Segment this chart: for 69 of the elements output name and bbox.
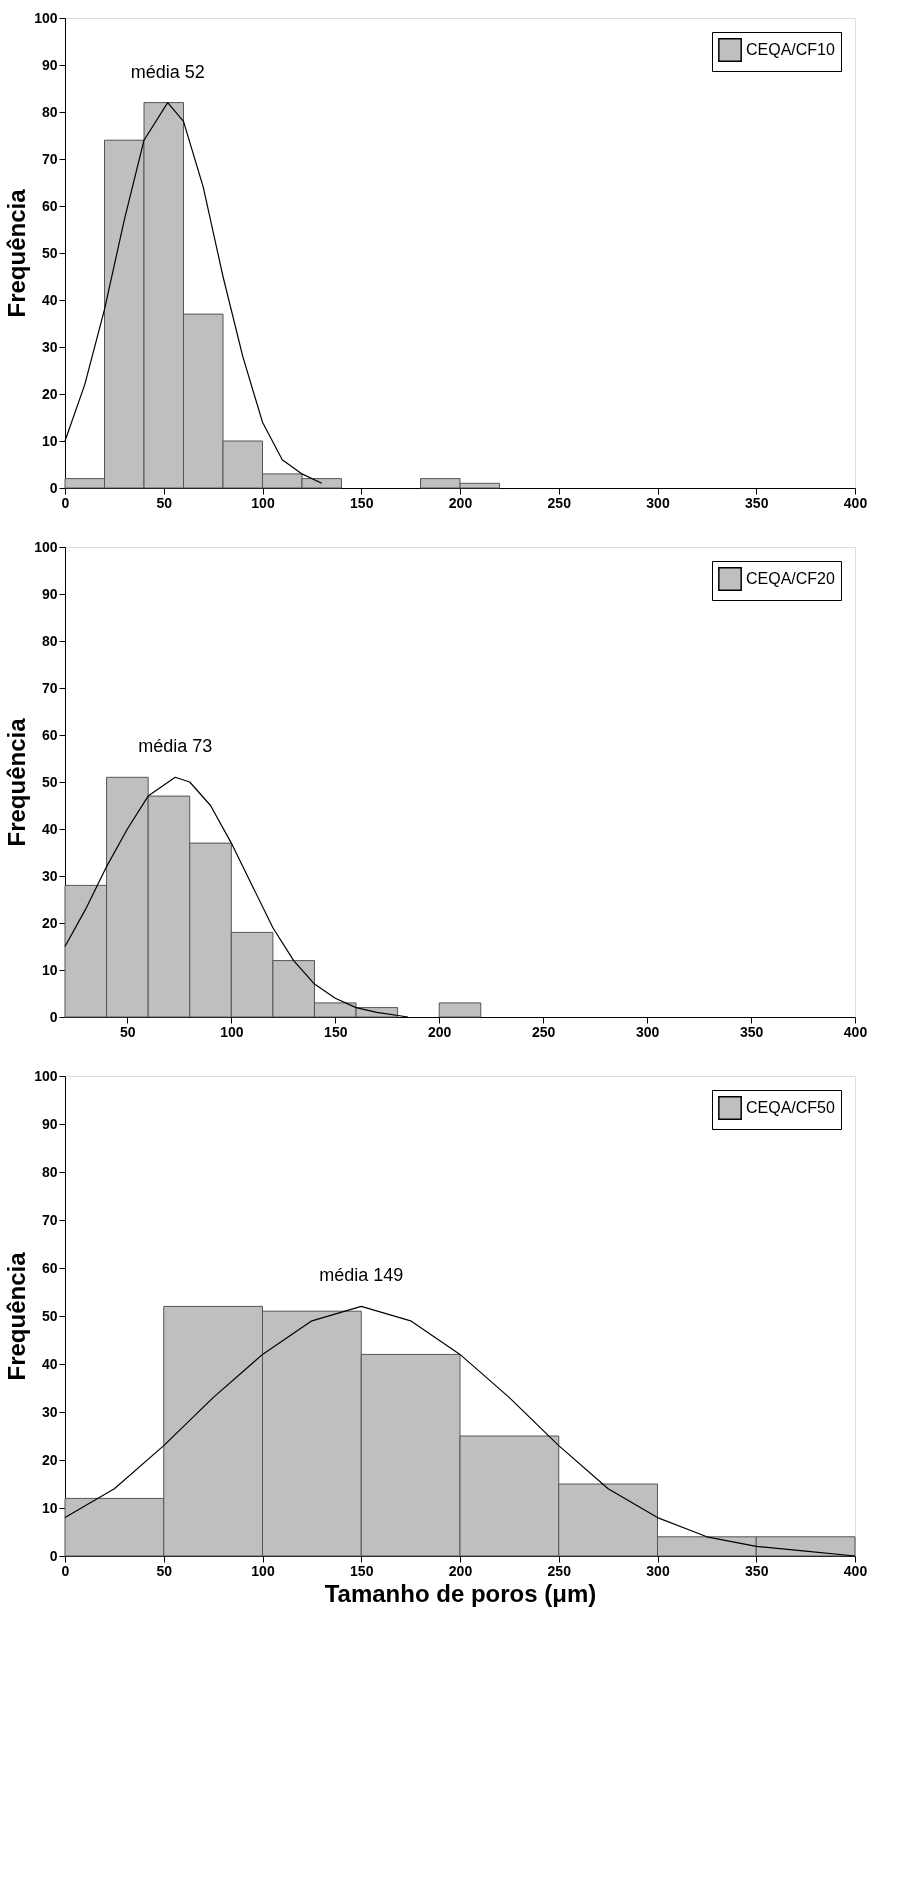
y-tick-label: 80 [41, 632, 58, 649]
y-tick-label: 100 [34, 1067, 58, 1084]
y-tick-label: 0 [49, 1547, 58, 1564]
y-tick-label: 100 [34, 538, 58, 555]
x-tick-label: 400 [843, 494, 868, 511]
x-tick-label: 100 [220, 1023, 244, 1040]
legend-label: CEQA/CF20 [746, 570, 836, 587]
x-tick-label: 250 [547, 494, 572, 511]
y-tick-label: 20 [41, 385, 58, 402]
y-tick-label: 30 [41, 338, 58, 355]
y-tick-label: 90 [41, 56, 58, 73]
y-tick-label: 70 [41, 150, 58, 167]
y-tick-label: 50 [41, 773, 58, 790]
x-tick-label: 100 [251, 1562, 275, 1579]
y-tick-label: 20 [41, 1451, 58, 1468]
y-tick-label: 10 [41, 432, 58, 449]
y-tick-label: 20 [41, 914, 58, 931]
y-tick-label: 80 [41, 1163, 58, 1180]
y-tick-label: 90 [41, 585, 58, 602]
x-tick-label: 300 [646, 494, 670, 511]
y-tick-label: 70 [41, 679, 58, 696]
annotation: média 149 [319, 1265, 404, 1286]
x-tick-label: 150 [350, 494, 374, 511]
y-tick-label: 30 [41, 867, 58, 884]
y-axis-title: Frequência [3, 188, 31, 318]
x-tick-label: 50 [156, 1562, 173, 1579]
y-axis-title: Frequência [3, 1251, 31, 1381]
x-tick-label: 250 [547, 1562, 572, 1579]
x-tick-label: 400 [843, 1562, 868, 1579]
y-tick-label: 60 [41, 726, 58, 743]
y-tick-label: 10 [41, 1499, 58, 1516]
x-tick-label: 250 [531, 1023, 556, 1040]
x-tick-label: 350 [739, 1023, 764, 1040]
y-tick-label: 60 [41, 197, 58, 214]
x-tick-label: 100 [251, 494, 275, 511]
x-tick-label: 200 [448, 494, 473, 511]
legend-label: CEQA/CF50 [746, 1099, 836, 1116]
x-tick-label: 350 [745, 494, 769, 511]
x-tick-label: 300 [635, 1023, 660, 1040]
x-tick-label: 150 [324, 1023, 348, 1040]
x-tick-label: 50 [120, 1023, 136, 1040]
y-tick-label: 90 [41, 1115, 58, 1132]
y-tick-label: 60 [41, 1259, 58, 1276]
x-tick-label: 300 [646, 1562, 670, 1579]
x-tick-label: 200 [448, 1562, 473, 1579]
y-tick-label: 10 [41, 961, 58, 978]
y-tick-label: 80 [41, 103, 58, 120]
y-tick-label: 0 [49, 479, 58, 496]
x-tick-label: 0 [61, 1562, 70, 1579]
y-tick-label: 100 [34, 9, 58, 26]
annotation: média 52 [130, 61, 205, 82]
x-tick-label: 400 [843, 1023, 868, 1040]
y-tick-label: 40 [41, 1355, 58, 1372]
y-axis-title: Frequência [3, 717, 31, 847]
y-tick-label: 40 [41, 820, 58, 837]
y-tick-label: 30 [41, 1403, 58, 1420]
x-axis-title: Tamanho de poros (μm) [324, 1579, 597, 1607]
y-tick-label: 40 [41, 291, 58, 308]
x-tick-label: 350 [745, 1562, 769, 1579]
legend-label: CEQA/CF10 [746, 41, 836, 58]
x-tick-label: 50 [156, 494, 173, 511]
x-tick-label: 150 [350, 1562, 374, 1579]
y-tick-label: 50 [41, 1307, 58, 1324]
y-tick-label: 0 [49, 1008, 58, 1025]
x-tick-label: 200 [428, 1023, 452, 1040]
y-tick-label: 70 [41, 1211, 58, 1228]
x-tick-label: 0 [61, 494, 70, 511]
y-tick-label: 50 [41, 244, 58, 261]
annotation: média 73 [138, 736, 213, 757]
